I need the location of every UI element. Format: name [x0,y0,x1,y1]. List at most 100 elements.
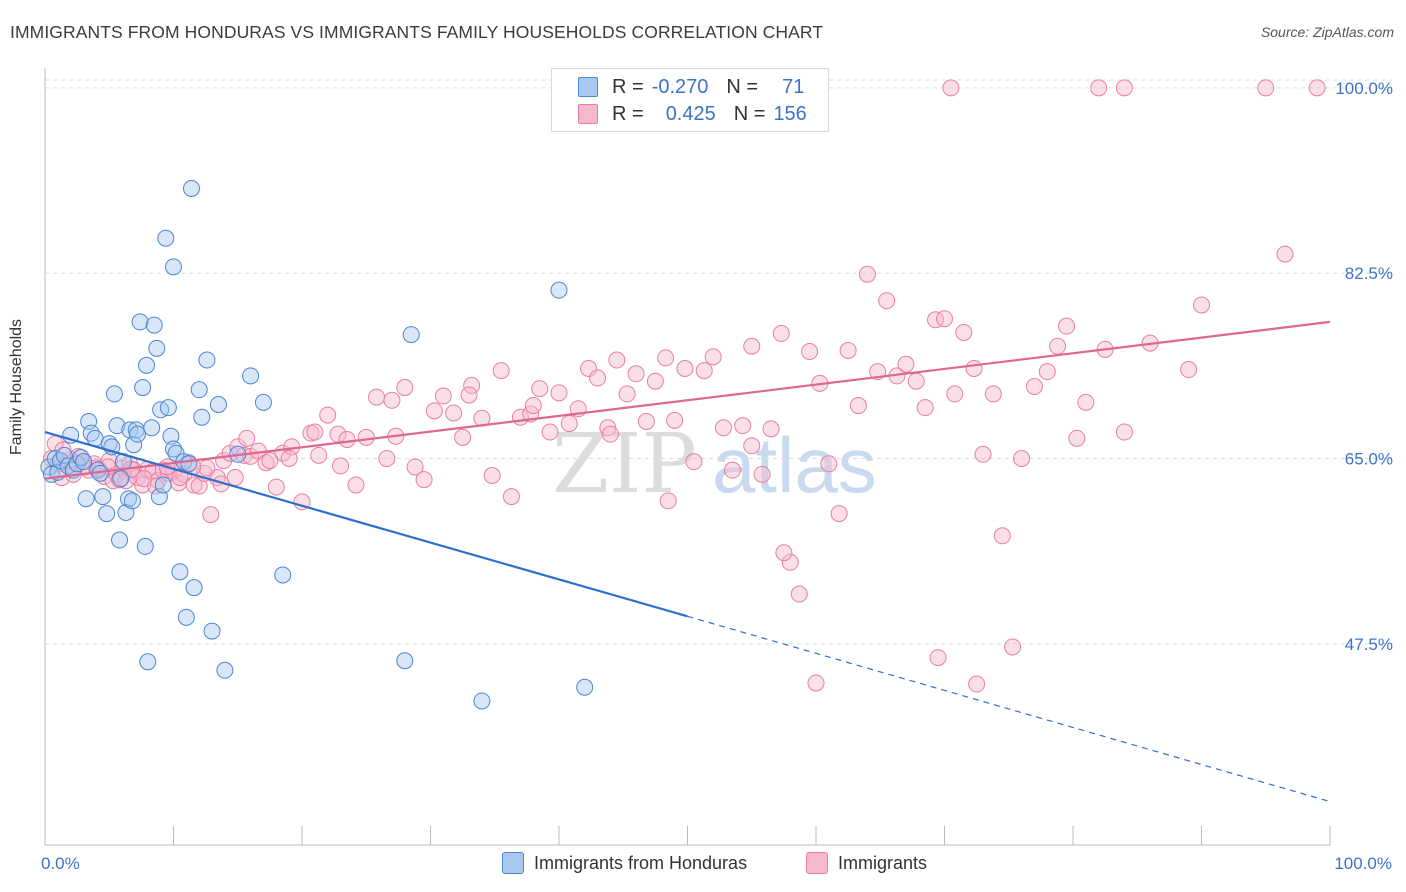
data-point-immigrants [1068,429,1086,447]
data-point-immigrants [974,445,992,463]
data-point-immigrants [743,337,761,355]
data-point-immigrants [927,311,945,329]
data-point-immigrants [936,310,953,328]
series-immigrants [42,79,1326,693]
data-point-immigrants [502,488,520,506]
data-point-honduras [165,258,182,276]
data-point-immigrants [238,429,256,447]
data-point-immigrants [1180,361,1198,379]
bottom-legend-swatch-blue [502,852,524,874]
data-point-honduras [123,492,141,510]
data-point-honduras [274,566,292,584]
data-point-immigrants [483,466,501,484]
data-point-immigrants [984,385,1002,403]
data-point-immigrants [858,265,876,283]
data-point-honduras [138,356,156,374]
data-point-immigrants [560,415,578,433]
data-point-immigrants [929,649,947,667]
legend-n-value: 71 [782,75,805,98]
data-point-immigrants [1049,337,1067,355]
bottom-legend-swatch-pink [806,852,828,874]
data-point-honduras [576,678,594,696]
data-point-immigrants [1004,638,1022,656]
data-point-honduras [136,537,154,555]
data-point-honduras [94,488,112,506]
data-point-immigrants [368,388,386,406]
data-point-honduras [254,393,272,411]
trend-line-honduras-extension [687,615,1331,803]
data-point-immigrants [1058,317,1076,335]
data-point-immigrants [434,387,452,405]
legend-n-value: 156 [773,102,807,125]
data-point-immigrants [531,380,549,398]
data-point-immigrants [666,411,684,429]
data-point-immigrants [807,674,825,692]
data-point-honduras [129,425,147,443]
data-point-immigrants [396,379,414,397]
data-point-honduras [98,505,116,523]
data-point-immigrants [723,461,741,479]
data-point-honduras [77,490,95,508]
legend-r-value: -0.270 [651,75,709,98]
data-point-immigrants [134,476,152,494]
data-point-immigrants [772,325,790,343]
data-point-immigrants [541,423,559,441]
trend-line-honduras [44,430,688,618]
data-point-honduras [131,313,149,331]
bottom-legend-label: Immigrants [838,852,928,873]
source-label: Source: ZipAtlas.com [1260,24,1394,40]
stats-legend: R = -0.270 N = 71 R = 0.425 N = 156 [551,68,829,132]
data-point-immigrants [267,478,285,496]
data-point-immigrants [100,452,118,470]
data-point-honduras [193,408,211,426]
data-point-immigrants [383,391,401,409]
tick-labels: 47.5% 65.0% 82.5% 100.0% 0.0% 100.0% [41,79,1393,873]
data-point-immigrants [955,323,973,341]
data-point-honduras [550,281,568,299]
data-point-honduras [216,661,234,679]
data-point-immigrants [762,420,780,438]
data-point-immigrants [676,359,694,377]
data-point-immigrants [111,471,129,489]
data-point-immigrants [965,359,983,377]
data-point-honduras [180,455,198,473]
data-point-immigrants [589,369,607,387]
data-point-immigrants [460,386,478,404]
data-point-honduras [125,436,143,454]
data-point-immigrants [946,385,964,403]
x-tick-label: 100.0% [1334,854,1392,873]
data-point-honduras [242,367,260,385]
data-point-immigrants [415,471,433,489]
data-point-immigrants [524,397,542,415]
data-point-immigrants [897,355,915,373]
data-point-honduras [177,608,195,626]
data-point-immigrants [775,544,793,562]
data-point-immigrants [1077,393,1095,411]
data-point-immigrants [198,459,216,477]
data-point-immigrants [135,470,153,488]
data-point-immigrants [550,384,568,402]
data-point-immigrants [492,362,510,380]
data-point-immigrants [657,349,675,367]
data-point-immigrants [454,428,472,446]
trend-lines [44,320,1331,803]
data-point-honduras [396,652,414,670]
data-point-immigrants [338,430,356,448]
y-tick-label: 100.0% [1335,79,1393,98]
x-tick-label: 0.0% [41,854,80,873]
chart-title: IMMIGRANTS FROM HONDURAS VS IMMIGRANTS F… [10,22,824,42]
data-point-immigrants [685,453,703,471]
data-point-immigrants [608,351,626,369]
data-point-immigrants [357,428,375,446]
data-point-immigrants [306,423,324,441]
data-point-immigrants [942,79,960,97]
data-point-honduras [108,417,126,435]
y-tick-label: 47.5% [1345,635,1393,654]
legend-swatch-blue [578,77,598,97]
data-point-immigrants [695,362,713,380]
legend-r-label: R = [612,102,644,125]
data-point-honduras [148,339,166,357]
data-point-immigrants [968,675,986,693]
data-point-immigrants [753,465,771,483]
